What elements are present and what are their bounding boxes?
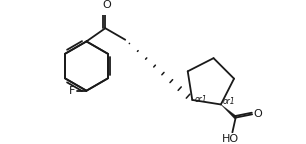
Text: or1: or1 bbox=[195, 95, 207, 104]
Text: F: F bbox=[69, 86, 75, 96]
Polygon shape bbox=[221, 104, 237, 119]
Text: HO: HO bbox=[222, 134, 239, 144]
Text: or1: or1 bbox=[222, 97, 235, 106]
Text: O: O bbox=[103, 0, 111, 10]
Text: O: O bbox=[254, 109, 263, 119]
